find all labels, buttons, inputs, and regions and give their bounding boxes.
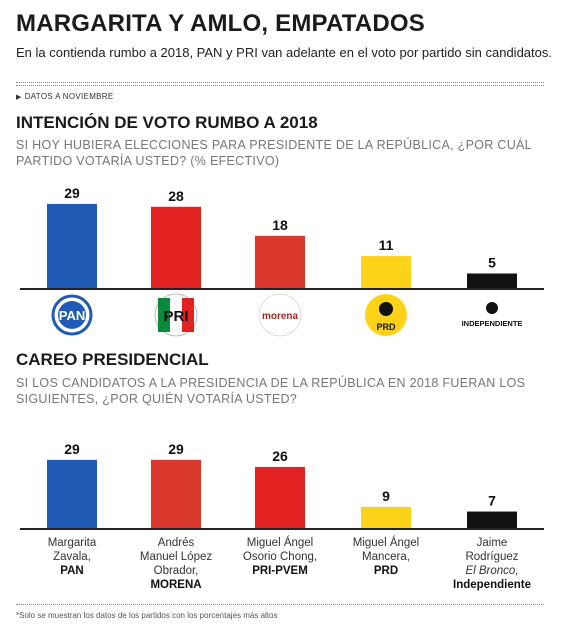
section2-title: CAREO PRESIDENCIAL [16, 350, 209, 369]
footnote: *Solo se muestran los datos de los parti… [16, 611, 278, 620]
candidate-name-line: Osorio Chong, [242, 551, 318, 563]
candidate-label-bronco: Jaime Rodríguez El Bronco, Independiente [442, 536, 542, 592]
bar-value-label: 28 [168, 188, 184, 204]
independiente-logo-text: INDEPENDIENTE [462, 319, 523, 328]
morena-logo: morena [258, 293, 302, 337]
candidate-name-line: El Bronco, [465, 565, 519, 577]
pan-logo-disc [58, 301, 86, 329]
bar-value-label: 29 [64, 441, 80, 457]
candidate-name-line: Mancera, [362, 551, 410, 563]
bar-value-label: 29 [64, 185, 80, 201]
section1-question: SI HOY HUBIERA ELECCIONES PARA PRESIDENT… [16, 138, 532, 168]
bar-value-label: 29 [168, 441, 184, 457]
candidate-name-line: Miguel Ángel [352, 537, 420, 549]
prd-logo: PRD [365, 294, 407, 336]
section1-title: INTENCIÓN DE VOTO RUMBO A 2018 [16, 113, 318, 132]
pri-red-stripe [182, 298, 194, 332]
bar-value-label: 7 [488, 493, 496, 509]
candidate-label-osorio: Miguel Ángel Osorio Chong, PRI-PVEM [230, 536, 330, 578]
morena-logo-text: morena [262, 311, 299, 322]
prd-logo-text: PRD [376, 322, 396, 332]
pri-white-stripe [170, 298, 182, 332]
candidate-party: PRI-PVEM [252, 565, 308, 577]
candidate-name-line: Jaime [476, 537, 508, 549]
prd-sun-icon [379, 302, 393, 316]
pri-logo: PRI [154, 293, 198, 337]
candidate-label-zavala: Margarita Zavala, PAN [22, 536, 122, 578]
chart-party-vote: 29 28 18 11 5 PAN PRI morena PRD INDEPENDIEN… [20, 185, 544, 337]
candidate-party: PRD [373, 565, 399, 577]
candidate-label-mancera: Miguel Ángel Mancera, PRD [336, 536, 436, 578]
candidate-name-line: Margarita [47, 537, 97, 549]
pan-logo-text: PAN [59, 308, 85, 323]
divider [16, 82, 544, 83]
bar-miguel-ngel-mancera-prd [361, 506, 411, 528]
pri-green-stripe [158, 298, 170, 332]
section2-question: SI LOS CANDIDATOS A LA PRESIDENCIA DE LA… [16, 376, 526, 406]
bar-independiente [467, 273, 517, 288]
source-note: ▶ DATOS A NOVIEMBRE [16, 92, 114, 101]
candidate-name-line: Obrador, [153, 565, 199, 577]
page-title: MARGARITA Y AMLO, EMPATADOS [16, 10, 425, 37]
candidate-name-line: Manuel López [139, 551, 213, 563]
bar-value-label: 11 [379, 237, 394, 253]
independiente-dot-icon [486, 302, 498, 314]
bar-prd [361, 256, 411, 288]
triangle-icon: ▶ [16, 94, 22, 101]
candidate-name-line: Rodríguez [465, 551, 519, 563]
morena-logo-ring [258, 293, 302, 337]
bar-margarita-zavala-pan [47, 459, 97, 528]
page-subtitle: En la contienda rumbo a 2018, PAN y PRI … [16, 45, 552, 60]
bar-andr-s-manuel-l-pez-obrador-morena [151, 459, 201, 528]
independiente-logo: INDEPENDIENTE [462, 302, 523, 328]
chart-presidential-matchup: 29 29 26 9 7 [20, 441, 544, 530]
bar-value-label: 9 [382, 488, 390, 504]
bar-value-label: 5 [488, 255, 496, 271]
bar-pan [47, 203, 97, 288]
bar-jaime-rodr-guez-el-bronco-independiente [467, 511, 517, 528]
candidate-name-line: Miguel Ángel [246, 537, 314, 549]
candidate-party: MORENA [150, 579, 202, 591]
pri-logo-text: PRI [163, 308, 188, 325]
bar-value-label: 18 [272, 217, 288, 233]
candidate-name-line: Zavala, [53, 551, 91, 563]
pan-logo: PAN [51, 294, 93, 336]
candidate-party: PAN [60, 565, 84, 577]
bar-value-label: 26 [272, 448, 288, 464]
divider [16, 85, 544, 86]
bar-morena [255, 235, 305, 288]
bar-pri [151, 206, 201, 288]
candidate-label-amlo: Andrés Manuel López Obrador, MORENA [126, 536, 226, 592]
bar-miguel-ngel-osorio-chong-pri-pvem [255, 466, 305, 528]
candidate-party: Independiente [453, 579, 531, 591]
candidate-name-line: Andrés [157, 537, 195, 549]
source-note-text: DATOS A NOVIEMBRE [24, 92, 114, 101]
divider [16, 604, 544, 605]
